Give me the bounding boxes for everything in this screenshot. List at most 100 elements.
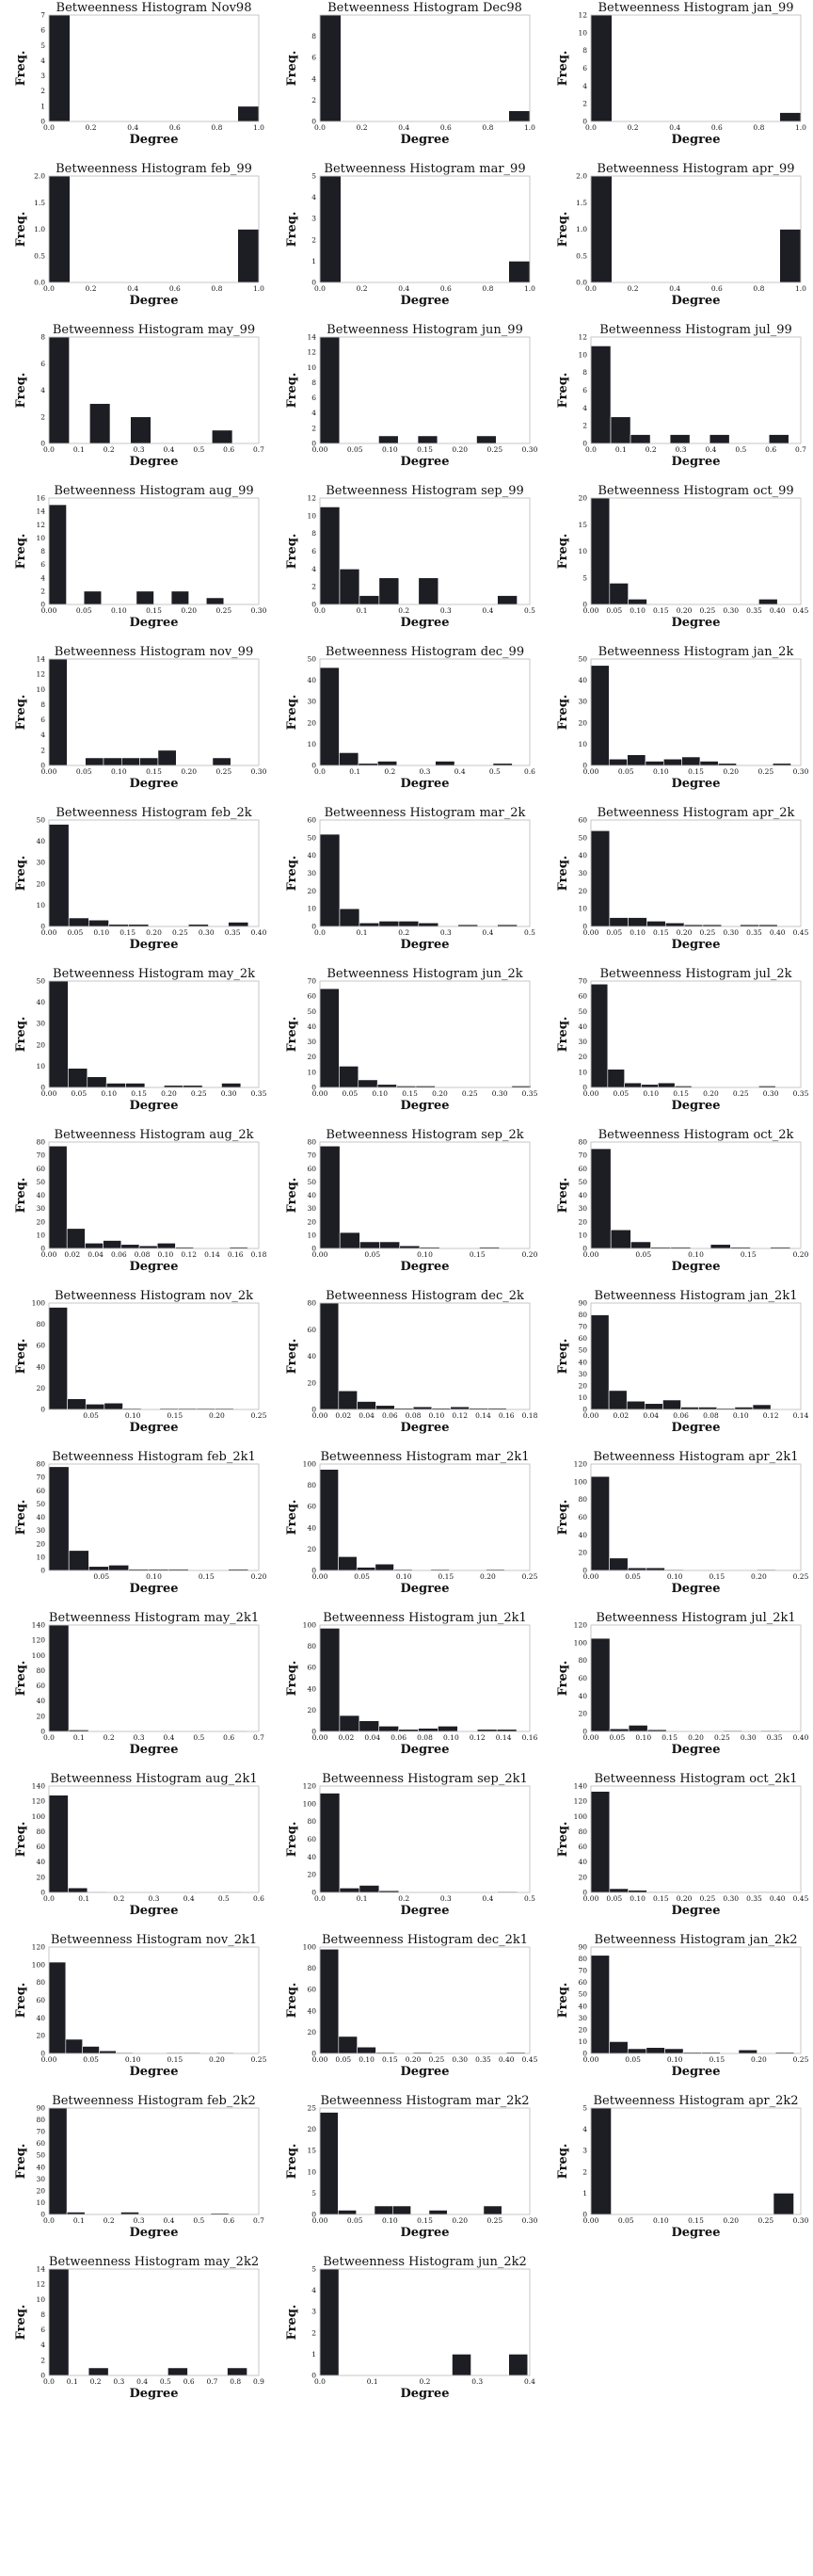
x-tick-label: 0.05	[347, 445, 363, 454]
histogram-bar	[68, 1887, 88, 1893]
y-tick-label: 20	[578, 1053, 587, 1061]
histogram-bar	[624, 1082, 642, 1088]
x-axis-label: Degree	[671, 1743, 720, 1757]
y-tick-label: 2	[40, 87, 45, 95]
x-tick-label: 0.30	[723, 1894, 739, 1903]
y-axis-label: Freq.	[556, 212, 570, 248]
y-tick-label: 10	[578, 1393, 587, 1402]
y-tick-label: 20	[36, 2186, 45, 2195]
plot-frame	[48, 497, 260, 605]
x-tick-label: 0.25	[429, 2055, 445, 2064]
y-tick-label: 10	[578, 547, 587, 555]
histogram-bar	[227, 2367, 247, 2376]
y-tick-label: 80	[307, 1481, 316, 1489]
histogram-bar	[646, 921, 666, 927]
x-tick-label: 0.15	[673, 1089, 689, 1098]
x-tick-label: 0.4	[705, 445, 716, 454]
y-tick-label: 0.5	[576, 251, 587, 260]
x-tick-label: 0.6	[711, 284, 723, 293]
histogram-bar	[664, 2048, 684, 2054]
x-tick-label: 0.4	[163, 1733, 174, 1742]
y-tick-label: 90	[36, 2104, 45, 2113]
histogram-bar	[339, 1715, 360, 1732]
y-tick-label: 80	[578, 1138, 587, 1147]
y-tick-label: 2	[311, 583, 316, 591]
histogram-panel: Betweenness Histogram may_99 0.0 0.1 0.2 0.3…	[0, 322, 271, 483]
y-tick-label: 0	[40, 1567, 45, 1575]
y-tick-label: 60	[36, 1342, 45, 1350]
x-tick-label: 0.4	[163, 445, 174, 454]
histogram-bar	[628, 1725, 648, 1732]
y-tick-label: 50	[578, 1007, 587, 1016]
y-tick-label: 30	[36, 1526, 45, 1535]
x-tick-label: 0.6	[169, 284, 181, 293]
histogram-bar	[435, 761, 455, 766]
y-tick-label: 100	[32, 1812, 46, 1821]
x-tick-label: 0.25	[215, 767, 231, 776]
y-tick-label: 15	[307, 2147, 316, 2155]
x-tick-label: 0.4	[183, 1894, 195, 1903]
histogram-bar	[356, 1567, 376, 1571]
y-tick-label: 60	[36, 1996, 45, 2004]
x-tick-label: 1.0	[253, 284, 264, 293]
x-tick-label: 0.0	[314, 767, 326, 776]
histogram-bar	[768, 434, 789, 444]
histogram-bar	[85, 1243, 104, 1249]
y-tick-label: 50	[307, 1007, 316, 1016]
x-tick-label: 0.5	[193, 2216, 204, 2225]
histogram-bar	[609, 1728, 630, 1732]
y-tick-label: 30	[307, 1038, 316, 1046]
histogram-bar	[497, 595, 518, 605]
chart-title: Betweenness Histogram nov_2k1	[51, 1933, 257, 1947]
x-tick-label: 0.2	[104, 445, 115, 454]
y-axis-label: Freq.	[285, 1017, 299, 1053]
y-tick-label: 60	[307, 992, 316, 1001]
x-tick-label: 0.00	[583, 928, 599, 937]
y-tick-label: 0	[582, 1245, 587, 1253]
chart-title: Betweenness Histogram jul_2k1	[596, 1611, 795, 1625]
x-axis-label: Degree	[400, 133, 449, 147]
histogram-svg: Betweenness Histogram mar_2k1 0.00 0.05 0.1…	[285, 1450, 538, 1596]
x-tick-label: 0.6	[223, 445, 234, 454]
plot-frame	[590, 175, 802, 283]
x-tick-label: 0.3	[440, 1894, 452, 1903]
histogram-panel: Betweenness Histogram aug_2k1 0.0 0.1 0.2 0.…	[0, 1771, 271, 1932]
y-tick-label: 40	[578, 1358, 587, 1366]
histogram-bar	[779, 112, 802, 122]
y-tick-label: 20	[36, 1040, 45, 1049]
y-tick-label: 30	[307, 1204, 316, 1213]
x-tick-label: 0.8	[211, 284, 222, 293]
y-tick-label: 0	[582, 1728, 587, 1736]
y-tick-label: 80	[36, 1138, 45, 1147]
y-tick-label: 50	[36, 816, 45, 825]
histogram-bar	[374, 2205, 393, 2215]
y-tick-label: 100	[303, 1460, 317, 1469]
x-tick-label: 0.14	[793, 1411, 809, 1420]
x-tick-label: 0.10	[429, 1411, 445, 1420]
x-tick-label: 0.1	[367, 2377, 378, 2386]
histogram-panel: Betweenness Histogram jan_2k1 0.00 0.02 0.0…	[542, 1288, 813, 1449]
histogram-panel: Betweenness Histogram jan_2k 0.00 0.05 0.10…	[542, 644, 813, 805]
histogram-bar	[167, 2367, 188, 2376]
y-tick-label: 4	[40, 56, 45, 65]
y-tick-label: 60	[36, 1487, 45, 1495]
y-tick-label: 2	[311, 2328, 316, 2337]
x-tick-label: 0.35	[475, 2055, 491, 2064]
y-tick-label: 10	[36, 685, 45, 694]
y-tick-label: 30	[578, 2014, 587, 2022]
x-tick-label: 0.05	[635, 1250, 651, 1259]
y-tick-label: 5	[582, 2104, 587, 2113]
x-tick-label: 0.10	[158, 1250, 174, 1259]
x-tick-label: 0.20	[181, 767, 197, 776]
plot-frame	[48, 1624, 260, 1732]
x-tick-label: 0.15	[709, 1572, 725, 1581]
x-tick-label: 0.0	[43, 2377, 55, 2386]
x-tick-label: 0.35	[746, 1894, 762, 1903]
y-tick-label: 90	[578, 1299, 587, 1308]
y-tick-label: 30	[578, 1370, 587, 1378]
y-tick-label: 2	[40, 412, 45, 421]
y-tick-label: 0	[40, 1889, 45, 1897]
y-tick-label: 8	[40, 2310, 45, 2319]
histogram-bar	[319, 336, 341, 444]
histogram-bar	[319, 1948, 340, 2054]
